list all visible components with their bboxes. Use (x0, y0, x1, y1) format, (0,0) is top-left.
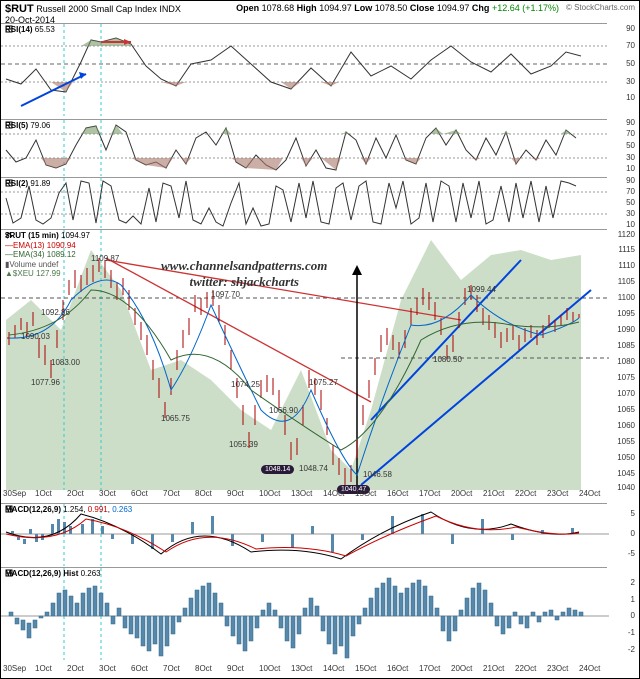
xaxis-bottom: 30Sep1Oct2Oct3Oct6Oct7Oct8Oct9Oct10Oct13… (1, 664, 607, 676)
macdhist-yaxis: 210-1-2 (607, 568, 637, 658)
ohlc-readout: Open 1078.68 High 1094.97 Low 1078.50 Cl… (236, 3, 559, 13)
xaxis-main: 30Sep1Oct2Oct3Oct6Oct7Oct8Oct9Oct10Oct13… (1, 489, 607, 501)
macdhist-plot (1, 568, 609, 660)
main-price-panel: $RUT (15 min) 1094.97 —EMA(13) 1090.94 —… (1, 229, 607, 489)
main-label: $RUT (15 min) 1094.97 (5, 231, 90, 241)
macdhist-label: MACD(12,26,9) Hist 0.263 (5, 569, 101, 578)
rsi2-label: RSI(2) 91.89 (5, 179, 50, 188)
macd-hist-bars (11, 514, 574, 552)
macdhist-panel: MACD(12,26,9) Hist 0.263 210-1-2 (1, 567, 607, 659)
stock-chart: $RUT Russell 2000 Small Cap Index INDX 2… (0, 0, 640, 679)
rsi5-plot (1, 120, 609, 176)
macd-panel: MACD(12,26,9) 1.254, 0.991, 0.263 50-5 (1, 503, 607, 565)
rsi5-yaxis: 9070503010 (607, 120, 637, 172)
rsi14-yaxis: 9070503010 (607, 24, 637, 98)
watermark: www.channelsandpatterns.com twitter: shj… (161, 258, 327, 290)
rsi2-yaxis: 9070503010 (607, 178, 637, 228)
index-name: Russell 2000 Small Cap Index INDX (36, 4, 181, 14)
macd-yaxis: 50-5 (607, 504, 637, 564)
main-yaxis: 1120111511101105110010951090108510801075… (607, 230, 637, 490)
xeu-label: ▲$XEU 127.99 (5, 269, 90, 279)
rsi14-label: RSI(14) 65.53 (5, 25, 55, 34)
main-legend: $RUT (15 min) 1094.97 —EMA(13) 1090.94 —… (5, 231, 90, 279)
rsi2-panel: RSI(2) 91.89 9070503010 (1, 177, 607, 227)
attribution: © StockCharts.com (566, 3, 635, 12)
macdhist-bars (9, 578, 583, 658)
rsi14-plot (1, 24, 609, 116)
rsi2-plot (1, 178, 609, 228)
ema13-label: —EMA(13) 1090.94 (5, 241, 90, 251)
vol-label: ▮Volume undef (5, 260, 90, 270)
rsi14-panel: RSI(14) 65.53 9070503010 (1, 23, 607, 115)
rsi5-label: RSI(5) 79.06 (5, 121, 50, 130)
rsi5-panel: RSI(5) 79.06 9070503010 (1, 119, 607, 175)
macd-label: MACD(12,26,9) 1.254, 0.991, 0.263 (5, 505, 132, 514)
ema34-label: —EMA(34) 1089.12 (5, 250, 90, 260)
ticker-symbol: $RUT (5, 3, 34, 15)
